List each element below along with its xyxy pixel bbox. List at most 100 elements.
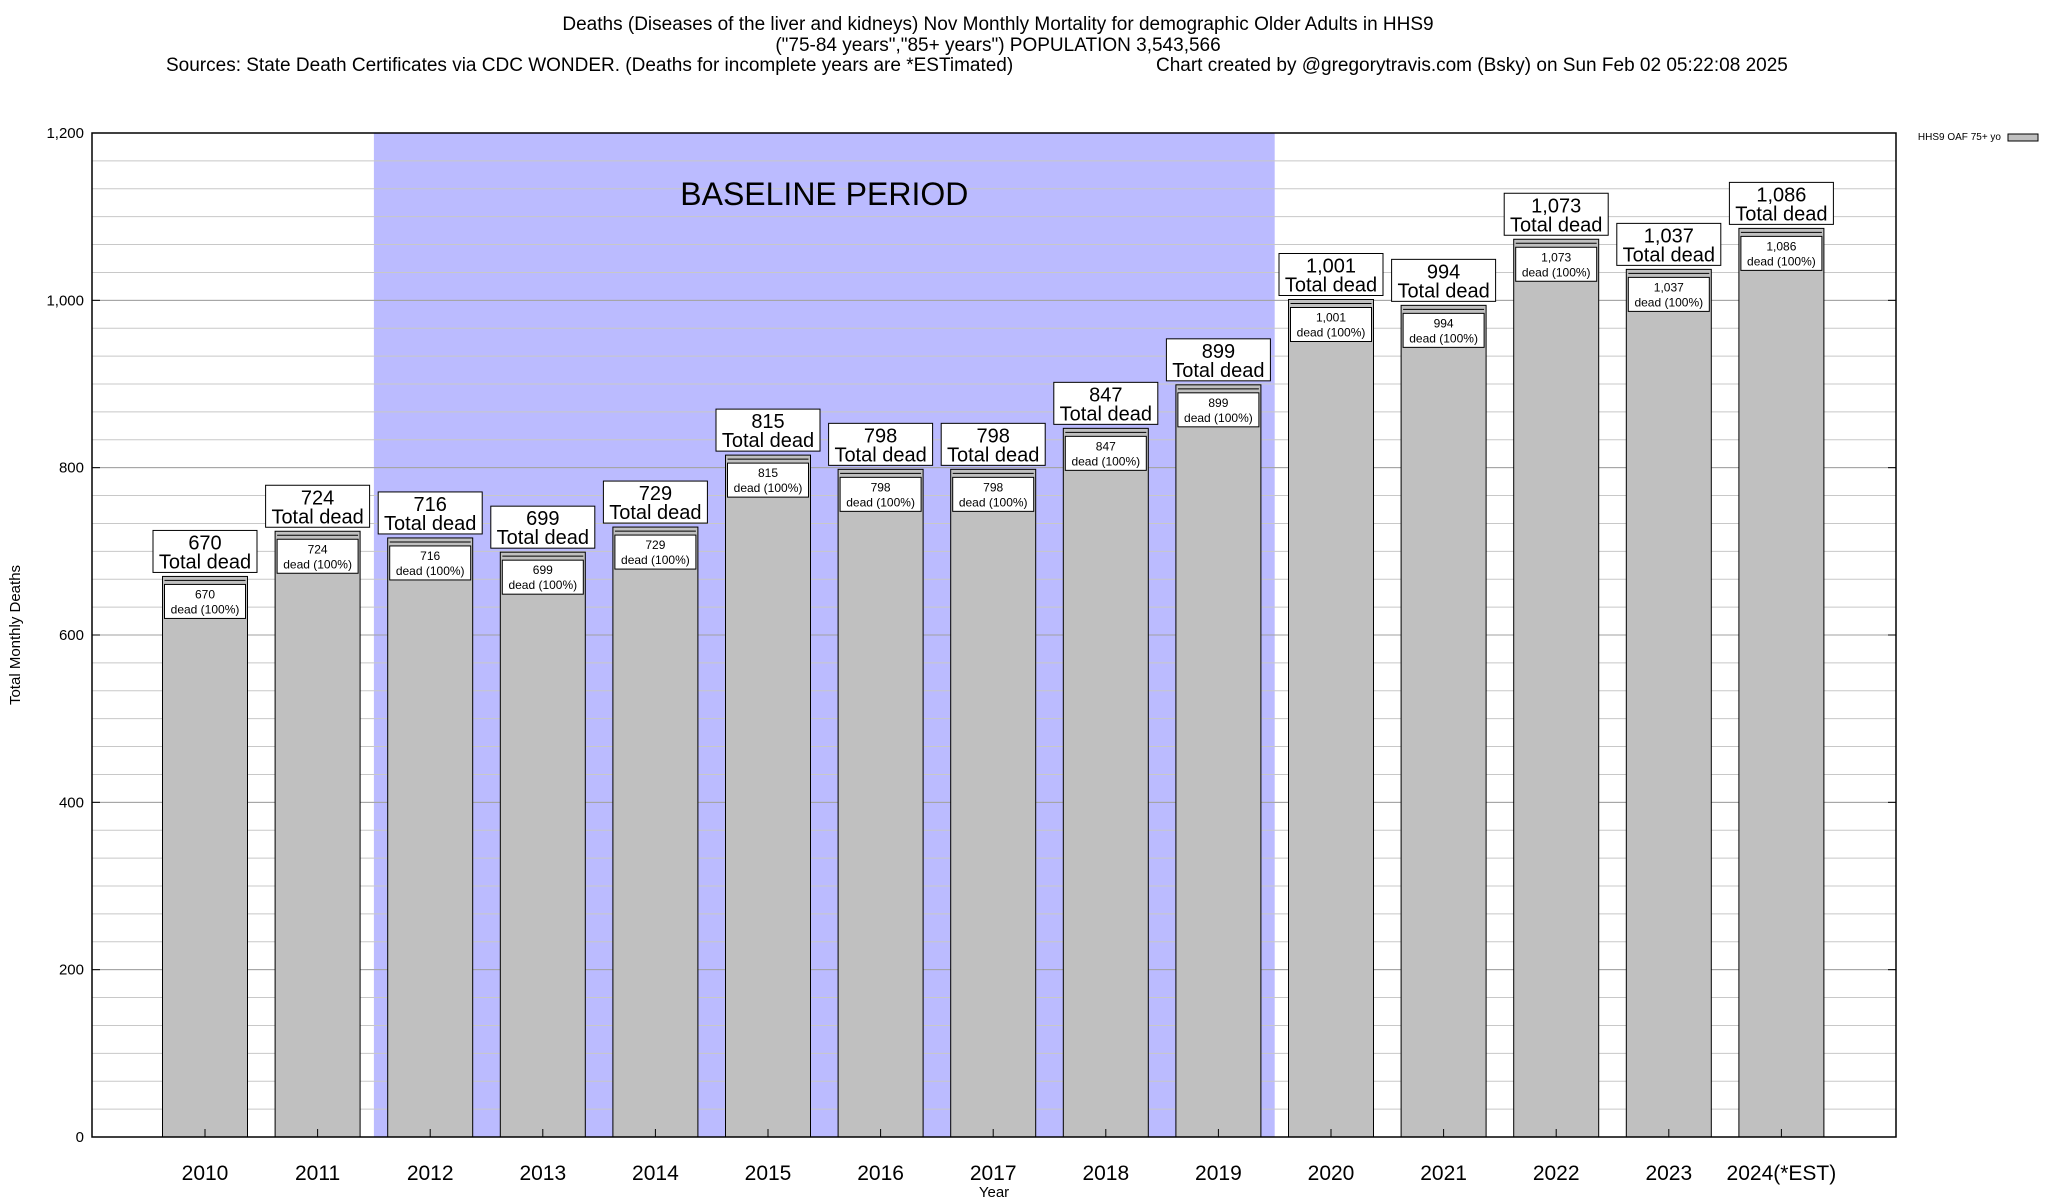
bar-inner-value-label: 699 bbox=[533, 563, 553, 577]
bar-inner-label-box bbox=[1064, 435, 1147, 471]
y-tick-label: 0 bbox=[76, 1129, 84, 1146]
bar-total-label-box bbox=[1728, 181, 1834, 225]
bar-inner-percent-label: dead (100%) bbox=[1634, 295, 1703, 309]
x-tick-label: 2016 bbox=[857, 1162, 904, 1185]
bar bbox=[612, 526, 699, 1138]
bar-inner-value-label: 847 bbox=[1096, 439, 1116, 453]
bar-inner-percent-label: dead (100%) bbox=[959, 495, 1028, 509]
bar-inner-percent-label: dead (100%) bbox=[283, 557, 352, 571]
bar-total-text-label: Total dead bbox=[271, 506, 363, 528]
x-tick-label: 2024(*EST) bbox=[1727, 1162, 1837, 1185]
bar-total-value-label: 994 bbox=[1427, 261, 1460, 283]
bar-total-text-label: Total dead bbox=[722, 430, 814, 452]
bar-total-value-label: 899 bbox=[1202, 341, 1235, 363]
bar-inner-label-box bbox=[1627, 276, 1710, 312]
bar-inner-value-label: 670 bbox=[195, 587, 215, 601]
x-tick-label: 2022 bbox=[1533, 1162, 1580, 1185]
bar-inner-percent-label: dead (100%) bbox=[734, 481, 803, 495]
bar-inner-label-box bbox=[389, 545, 472, 581]
x-tick-label: 2020 bbox=[1308, 1162, 1355, 1185]
x-tick-label: 2019 bbox=[1195, 1162, 1242, 1185]
bar bbox=[1513, 238, 1600, 1138]
y-tick-label: 400 bbox=[59, 794, 84, 811]
bar-total-value-label: 724 bbox=[301, 487, 334, 509]
bar-inner-value-label: 1,037 bbox=[1654, 280, 1684, 294]
bar bbox=[950, 468, 1037, 1138]
x-tick-label: 2011 bbox=[295, 1162, 340, 1185]
bar-total-label-box bbox=[1503, 192, 1609, 236]
bar-total-text-label: Total dead bbox=[497, 527, 589, 549]
bar bbox=[1738, 227, 1825, 1138]
bar-total-label-box bbox=[1616, 222, 1722, 266]
bar bbox=[1062, 427, 1149, 1138]
bar bbox=[1288, 298, 1374, 1138]
title-line-1: Deaths (Diseases of the liver and kidney… bbox=[562, 14, 1433, 35]
bar-total-label-box bbox=[940, 422, 1046, 466]
bar-inner-percent-label: dead (100%) bbox=[396, 564, 465, 578]
y-axis-title: Total Monthly Deaths bbox=[7, 565, 24, 705]
bar bbox=[387, 537, 474, 1138]
bar-total-text-label: Total dead bbox=[159, 551, 251, 573]
bar bbox=[837, 468, 924, 1138]
bar-inner-value-label: 724 bbox=[308, 542, 328, 556]
bar-inner-percent-label: dead (100%) bbox=[508, 578, 577, 592]
bar-inner-percent-label: dead (100%) bbox=[1297, 325, 1366, 339]
bar-inner-percent-label: dead (100%) bbox=[1747, 254, 1816, 268]
bar-inner-label-box bbox=[1177, 392, 1260, 428]
bar-total-text-label: Total dead bbox=[1397, 280, 1489, 302]
x-tick-label: 2018 bbox=[1082, 1162, 1129, 1185]
bar-inner-value-label: 716 bbox=[420, 549, 440, 563]
bar-total-value-label: 798 bbox=[864, 425, 897, 447]
bar bbox=[274, 530, 361, 1138]
legend-swatch bbox=[2007, 133, 2039, 142]
bar-inner-value-label: 815 bbox=[758, 466, 778, 480]
bar-total-value-label: 1,086 bbox=[1756, 184, 1806, 206]
bar-total-label-box bbox=[715, 408, 821, 452]
bar-inner-value-label: 899 bbox=[1208, 396, 1228, 410]
bar-total-value-label: 798 bbox=[977, 425, 1010, 447]
x-tick-label: 2014 bbox=[632, 1162, 679, 1185]
bar-total-text-label: Total dead bbox=[1060, 403, 1152, 425]
bar bbox=[1175, 384, 1262, 1138]
bar-total-value-label: 670 bbox=[188, 532, 221, 554]
bar-inner-percent-label: dead (100%) bbox=[1409, 331, 1478, 345]
bar-inner-label-box bbox=[727, 462, 809, 498]
bar-total-text-label: Total dead bbox=[1735, 203, 1827, 225]
bar-total-text-label: Total dead bbox=[1285, 274, 1377, 296]
bar-inner-percent-label: dead (100%) bbox=[1522, 265, 1591, 279]
bar-total-label-box bbox=[1391, 258, 1497, 302]
legend: HHS9 OAF 75+ yo bbox=[1918, 132, 2039, 143]
bar bbox=[499, 551, 586, 1138]
bar-total-text-label: Total dead bbox=[834, 444, 926, 466]
bar-total-value-label: 815 bbox=[751, 411, 784, 433]
baseline-period-label: BASELINE PERIOD bbox=[680, 176, 968, 212]
bar-inner-label-box bbox=[1740, 235, 1823, 271]
bar-total-text-label: Total dead bbox=[1510, 214, 1602, 236]
bar-inner-value-label: 1,001 bbox=[1316, 310, 1346, 324]
bar-total-label-box bbox=[377, 491, 483, 535]
x-tick-label: 2013 bbox=[519, 1162, 566, 1185]
bar-total-label-box bbox=[1165, 338, 1271, 382]
bar-total-value-label: 847 bbox=[1089, 384, 1122, 406]
bar-inner-label-box bbox=[1402, 312, 1485, 348]
bar-total-text-label: Total dead bbox=[384, 513, 476, 535]
y-tick-label: 800 bbox=[59, 460, 84, 477]
bar-total-value-label: 716 bbox=[414, 494, 447, 516]
bar-inner-label-box bbox=[839, 476, 922, 512]
bar-total-value-label: 699 bbox=[526, 508, 559, 530]
source-note: Sources: State Death Certificates via CD… bbox=[166, 55, 1013, 76]
y-tick-label: 1,200 bbox=[46, 125, 84, 142]
bar-inner-label-box bbox=[952, 476, 1035, 512]
bar-inner-value-label: 1,086 bbox=[1766, 239, 1796, 253]
bar-total-label-box bbox=[1053, 381, 1159, 425]
bar-inner-label-box bbox=[276, 538, 359, 574]
bar-inner-value-label: 1,073 bbox=[1541, 250, 1571, 264]
bar-inner-percent-label: dead (100%) bbox=[1184, 411, 1253, 425]
bar-inner-percent-label: dead (100%) bbox=[1071, 454, 1140, 468]
bar-inner-value-label: 729 bbox=[645, 538, 665, 552]
credit-note: Chart created by @gregorytravis.com (Bsk… bbox=[1156, 55, 1788, 76]
bar-total-label-box bbox=[490, 505, 596, 549]
axes: 0 200 400 600 800 1,000 1,200 2010 2011 2012 2013 2… bbox=[46, 125, 1896, 1185]
